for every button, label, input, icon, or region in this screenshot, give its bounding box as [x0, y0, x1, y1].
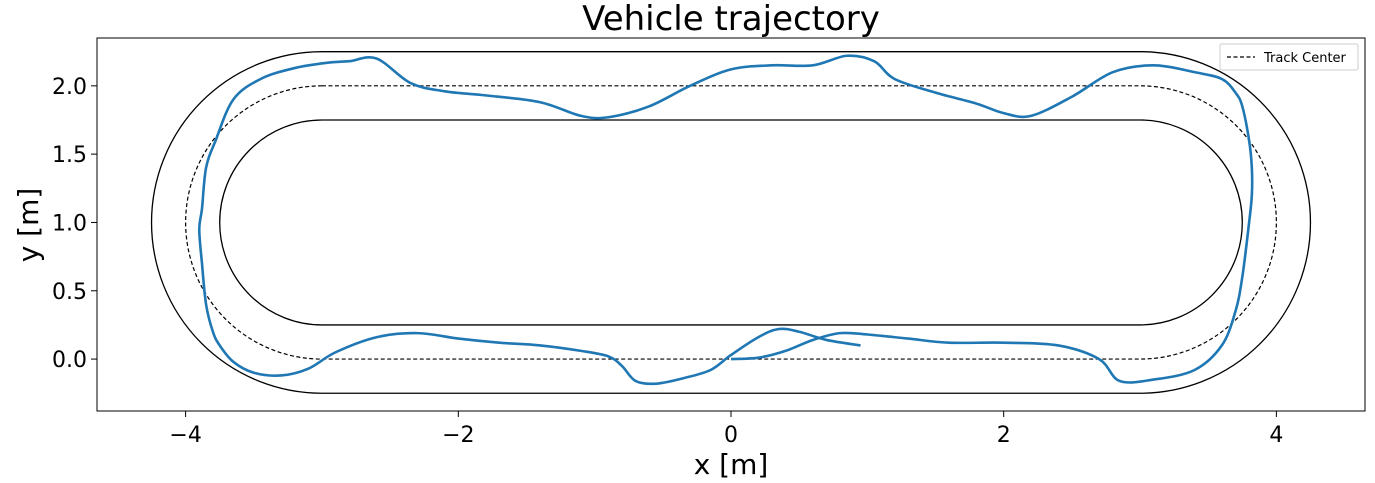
x-axis-label: x [m]	[694, 448, 769, 481]
vehicle-trajectory-line	[197, 54, 1254, 386]
track-center-line	[185, 85, 1277, 360]
track-outer-boundary	[151, 51, 1311, 394]
y-tick-label: 1.5	[52, 143, 87, 168]
legend: Track Center	[1219, 43, 1359, 71]
axis-ticks: −4 −2 0 2 4 0.0 0.5 1.0 1.5 2.0	[52, 75, 1283, 448]
y-tick-label: 1.0	[52, 211, 87, 236]
track-inner-boundary	[219, 119, 1243, 326]
y-tick-label: 0.5	[52, 280, 87, 305]
chart-title: Vehicle trajectory	[582, 0, 880, 39]
x-tick-label: −4	[169, 423, 201, 448]
y-tick-label: 0.0	[52, 348, 87, 373]
plot-area	[151, 51, 1311, 394]
legend-label-track-center: Track Center	[1263, 51, 1347, 66]
x-tick-label: −2	[442, 423, 474, 448]
legend-box	[1219, 43, 1359, 71]
x-tick-label: 4	[1269, 423, 1283, 448]
y-tick-label: 2.0	[52, 75, 87, 100]
x-tick-label: 2	[997, 423, 1011, 448]
y-axis-label: y [m]	[12, 188, 45, 263]
x-tick-label: 0	[724, 423, 738, 448]
